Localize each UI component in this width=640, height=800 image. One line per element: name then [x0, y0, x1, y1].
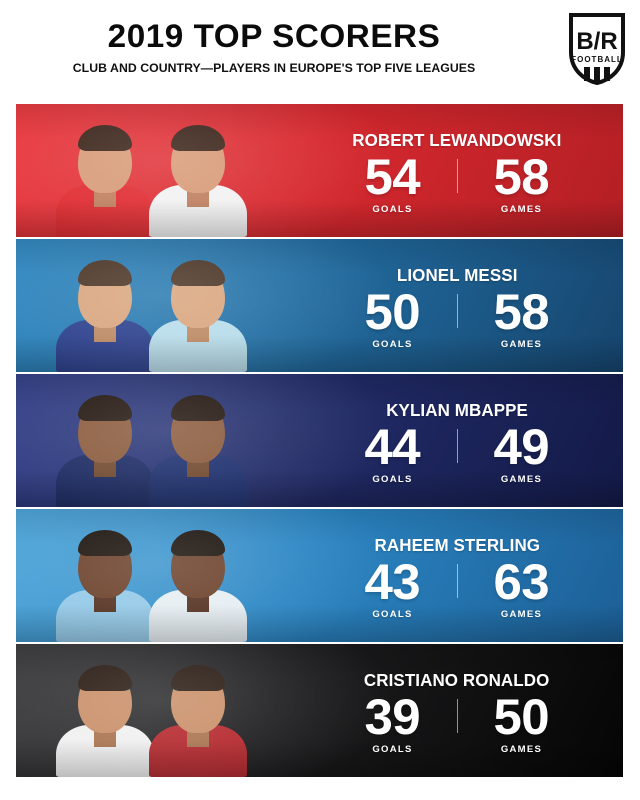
stat-divider	[456, 159, 458, 193]
goals-stat: 44 GOALS	[329, 419, 457, 485]
player-name: RAHEEM STERLING	[374, 535, 540, 555]
games-label: GAMES	[500, 339, 543, 350]
games-value: 58	[493, 149, 550, 205]
player-rows-list: ROBERT LEWANDOWSKI 54 GOALS 58 GAMES	[16, 104, 623, 779]
player-photo	[16, 509, 316, 642]
games-label: GAMES	[500, 204, 543, 215]
player-name: CRISTIANO RONALDO	[364, 670, 550, 690]
page-title: 2019 TOP SCORERS	[107, 18, 441, 54]
svg-text:FOOTBALL: FOOTBALL	[571, 55, 623, 64]
goals-label: GOALS	[372, 609, 413, 620]
goals-value: 39	[364, 689, 421, 745]
player-stats: CRISTIANO RONALDO 39 GOALS 50 GAMES	[307, 644, 607, 777]
player-row[interactable]: LIONEL MESSI 50 GOALS 58 GAMES	[16, 239, 623, 372]
goals-label: GOALS	[372, 339, 413, 350]
games-stat: 49 GAMES	[458, 419, 586, 485]
stat-divider	[456, 294, 458, 328]
stat-pair: 50 GOALS 58 GAMES	[329, 284, 586, 350]
goals-value: 43	[364, 554, 421, 610]
stat-divider	[456, 564, 458, 598]
games-stat: 58 GAMES	[458, 284, 586, 350]
goals-value: 44	[364, 419, 421, 475]
goals-value: 50	[364, 284, 421, 340]
player-row[interactable]: ROBERT LEWANDOWSKI 54 GOALS 58 GAMES	[16, 104, 623, 237]
stat-pair: 44 GOALS 49 GAMES	[329, 419, 586, 485]
player-stats: ROBERT LEWANDOWSKI 54 GOALS 58 GAMES	[307, 104, 607, 237]
games-label: GAMES	[500, 609, 543, 620]
games-stat: 58 GAMES	[458, 149, 586, 215]
stat-divider	[456, 429, 458, 463]
games-stat: 63 GAMES	[458, 554, 586, 620]
goals-stat: 39 GOALS	[329, 689, 457, 755]
player-row[interactable]: CRISTIANO RONALDO 39 GOALS 50 GAMES	[16, 644, 623, 777]
page-subtitle: CLUB AND COUNTRY—PLAYERS IN EUROPE'S TOP…	[72, 61, 476, 75]
player-stats: RAHEEM STERLING 43 GOALS 63 GAMES	[307, 509, 607, 642]
games-label: GAMES	[500, 744, 543, 755]
player-row[interactable]: KYLIAN MBAPPE 44 GOALS 49 GAMES	[16, 374, 623, 507]
games-value: 49	[493, 419, 550, 475]
goals-label: GOALS	[372, 204, 413, 215]
player-photo	[16, 104, 316, 237]
br-football-shield-icon: B/R FOOTBALL	[568, 12, 626, 86]
stat-divider	[456, 699, 458, 733]
goals-stat: 54 GOALS	[329, 149, 457, 215]
player-row[interactable]: RAHEEM STERLING 43 GOALS 63 GAMES	[16, 509, 623, 642]
games-value: 50	[493, 689, 550, 745]
stat-pair: 54 GOALS 58 GAMES	[329, 149, 586, 215]
goals-label: GOALS	[372, 474, 413, 485]
games-value: 58	[493, 284, 550, 340]
goals-label: GOALS	[372, 744, 413, 755]
player-stats: KYLIAN MBAPPE 44 GOALS 49 GAMES	[307, 374, 607, 507]
stat-pair: 43 GOALS 63 GAMES	[329, 554, 586, 620]
player-photo	[16, 239, 316, 372]
stat-pair: 39 GOALS 50 GAMES	[329, 689, 586, 755]
games-value: 63	[493, 554, 550, 610]
player-photo	[16, 644, 316, 777]
goals-stat: 50 GOALS	[329, 284, 457, 350]
games-stat: 50 GAMES	[458, 689, 586, 755]
goals-stat: 43 GOALS	[329, 554, 457, 620]
player-name: LIONEL MESSI	[396, 265, 518, 285]
player-stats: LIONEL MESSI 50 GOALS 58 GAMES	[307, 239, 607, 372]
player-name: ROBERT LEWANDOWSKI	[352, 130, 562, 150]
games-label: GAMES	[500, 474, 543, 485]
header-text-block: 2019 TOP SCORERS CLUB AND COUNTRY—PLAYER…	[0, 20, 548, 75]
header: 2019 TOP SCORERS CLUB AND COUNTRY—PLAYER…	[0, 0, 640, 100]
player-name: KYLIAN MBAPPE	[386, 400, 528, 420]
player-photo	[16, 374, 316, 507]
svg-text:B/R: B/R	[576, 28, 617, 55]
goals-value: 54	[364, 149, 421, 205]
